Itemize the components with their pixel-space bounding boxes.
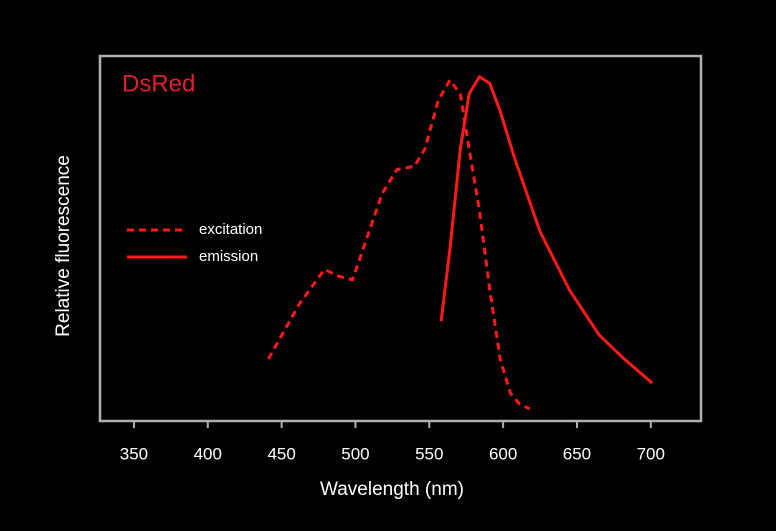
x-tick-label: 550 <box>415 444 443 463</box>
x-tick-label: 650 <box>563 444 591 463</box>
x-tick-label: 350 <box>120 444 148 463</box>
y-axis-label: Relative fluorescence <box>53 155 74 337</box>
chart-title: DsRed <box>122 70 195 97</box>
data-line <box>267 78 531 411</box>
x-tick-label: 450 <box>267 444 295 463</box>
legend-label: emission <box>199 248 258 265</box>
legend-label: excitation <box>199 221 262 238</box>
plot-frame <box>98 54 703 423</box>
x-tick-label: 400 <box>194 444 222 463</box>
x-tick-label: 700 <box>637 444 665 463</box>
data-line <box>439 75 654 385</box>
x-tick-label: 600 <box>489 444 517 463</box>
x-tick-label: 500 <box>341 444 369 463</box>
x-axis-label: Wavelength (nm) <box>320 479 464 500</box>
